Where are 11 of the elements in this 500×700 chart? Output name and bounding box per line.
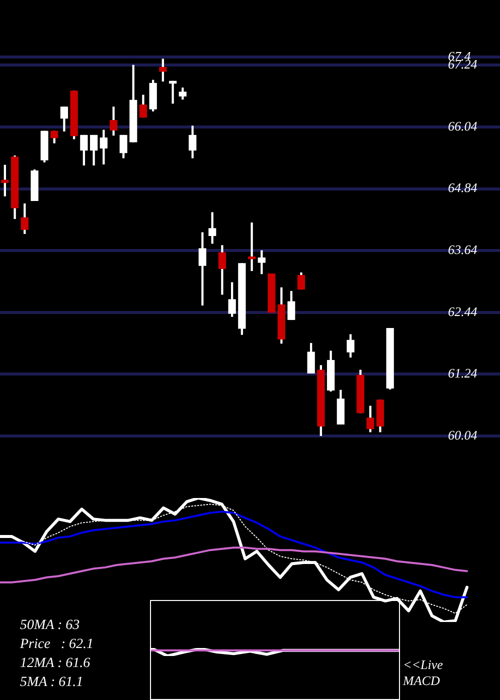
text: <<Live MACD — [403, 657, 444, 689]
text: Price : 62.1 — [20, 637, 94, 652]
text: 12MA : 61.6 — [20, 656, 90, 671]
annotation: 50MA : 63 — [20, 618, 80, 633]
y-tick-label: 62.44 — [448, 304, 478, 319]
y-tick-label: 60.04 — [448, 427, 478, 442]
y-tick-label: 66.04 — [448, 118, 478, 134]
y-tick-label: 61.24 — [448, 366, 478, 381]
y-tick-label: 63.64 — [448, 242, 478, 258]
text: 5MA : 61.1 — [20, 675, 84, 690]
y-tick-label: 64.84 — [448, 180, 478, 196]
